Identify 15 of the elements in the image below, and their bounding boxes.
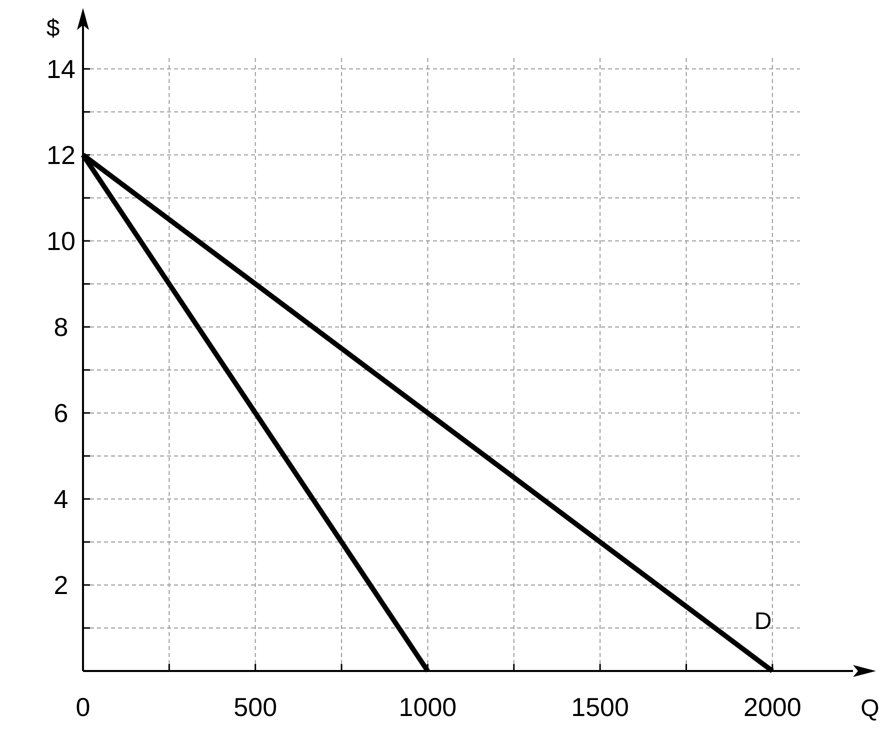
y-tick-label: 8 xyxy=(54,312,68,342)
y-tick-label: 10 xyxy=(46,226,76,256)
x-tick-label: 500 xyxy=(234,692,278,722)
x-tick-label: 1500 xyxy=(571,692,629,722)
series-label: D xyxy=(754,608,772,635)
y-tick-label: 2 xyxy=(54,570,68,600)
y-tick-label: 4 xyxy=(54,484,68,514)
x-tick-label: 1000 xyxy=(398,692,457,722)
y-tick-label: 12 xyxy=(46,140,76,170)
x-tick-label: 0 xyxy=(76,692,90,722)
y-tick-label: 6 xyxy=(54,398,68,428)
x-axis-title: Q xyxy=(860,695,880,722)
x-tick-label: 2000 xyxy=(744,692,802,722)
y-axis-title: $ xyxy=(46,15,60,42)
y-tick-label: 14 xyxy=(46,54,76,84)
